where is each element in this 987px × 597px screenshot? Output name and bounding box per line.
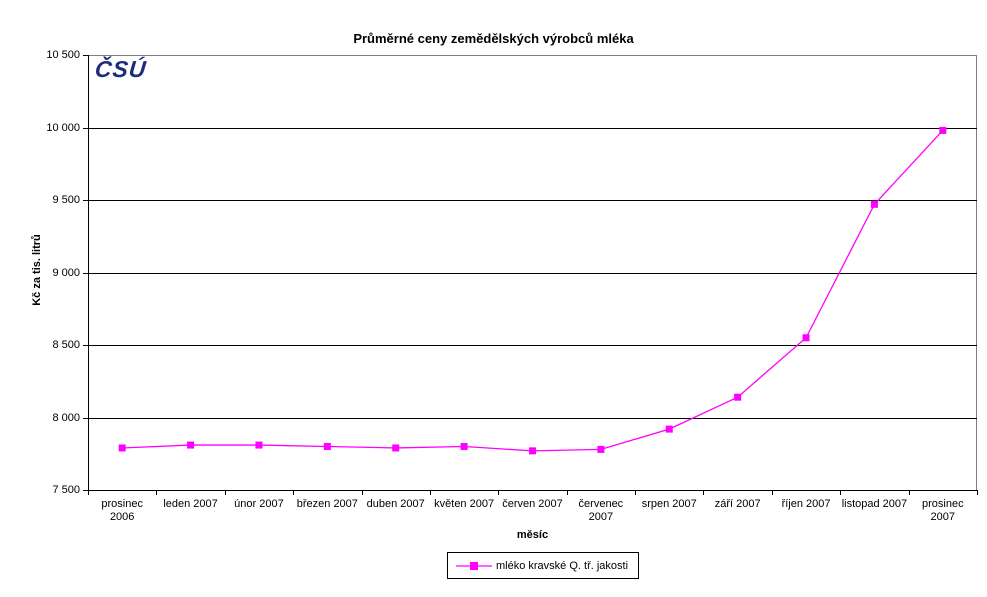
- x-axis-title: měsíc: [516, 529, 549, 541]
- x-tick-label: září 2007: [714, 498, 761, 510]
- y-tick-label: 10 000: [46, 122, 80, 134]
- data-point-marker: [118, 444, 126, 452]
- data-point-marker: [734, 393, 742, 401]
- data-point-marker: [802, 334, 810, 342]
- x-tick-label: prosinec 2006: [101, 498, 143, 523]
- chart-title: Průměrné ceny zemědělských výrobců mléka: [353, 31, 634, 46]
- legend-series-label: mléko kravské Q. tř. jakosti: [496, 559, 629, 572]
- data-point-marker: [597, 445, 605, 453]
- x-tick-label: duben 2007: [366, 498, 425, 510]
- data-point-marker: [392, 444, 400, 452]
- y-tick-label: 8 500: [52, 339, 80, 351]
- y-tick-label: 8 000: [52, 412, 80, 424]
- data-point-marker: [939, 126, 947, 134]
- data-point-marker: [460, 443, 468, 450]
- y-tick-label: 7 500: [52, 484, 80, 496]
- x-tick-label: květen 2007: [434, 498, 495, 510]
- y-tick-label: 10 500: [46, 49, 80, 61]
- x-tick-label: březen 2007: [296, 498, 358, 510]
- x-tick-label: leden 2007: [163, 498, 218, 510]
- data-point-marker: [255, 441, 263, 449]
- data-point-marker: [187, 441, 195, 449]
- data-point-marker: [529, 447, 536, 455]
- x-tick-label: únor 2007: [234, 498, 284, 510]
- y-tick-label: 9 000: [52, 267, 80, 279]
- legend: mléko kravské Q. tř. jakosti: [447, 552, 640, 579]
- x-tick-label: červen 2007: [502, 498, 563, 510]
- legend-series-marker-icon: [456, 561, 492, 570]
- x-tick-label: říjen 2007: [781, 498, 831, 510]
- x-tick-label: prosinec 2007: [922, 498, 964, 523]
- x-tick-label: listopad 2007: [841, 498, 908, 510]
- data-point-marker: [665, 425, 673, 433]
- data-point-marker: [870, 200, 878, 208]
- x-tick-label: červenec 2007: [578, 498, 624, 523]
- x-tick-label: srpen 2007: [641, 498, 697, 510]
- series-line: [122, 129, 944, 452]
- y-tick-label: 9 500: [52, 194, 80, 206]
- data-point-marker: [323, 443, 331, 450]
